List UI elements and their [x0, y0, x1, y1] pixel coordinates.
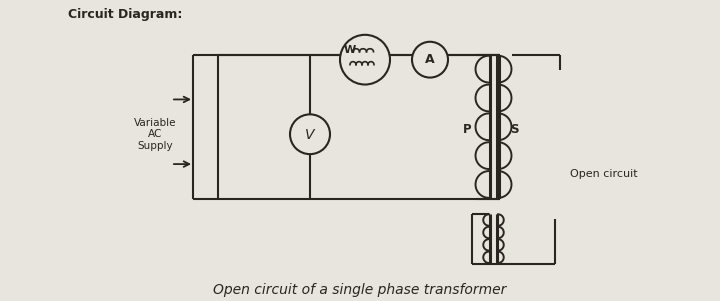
Text: Circuit Diagram:: Circuit Diagram:	[68, 8, 182, 21]
Text: Variable
AC
Supply: Variable AC Supply	[134, 118, 176, 151]
Text: S: S	[510, 123, 518, 136]
Text: Open circuit of a single phase transformer: Open circuit of a single phase transform…	[213, 284, 507, 297]
Text: V: V	[305, 128, 315, 142]
Text: Open circuit: Open circuit	[570, 169, 638, 179]
Text: W: W	[344, 45, 356, 55]
Text: A: A	[426, 53, 435, 66]
Text: P: P	[464, 123, 472, 136]
Circle shape	[340, 35, 390, 85]
Circle shape	[412, 42, 448, 78]
Circle shape	[290, 114, 330, 154]
